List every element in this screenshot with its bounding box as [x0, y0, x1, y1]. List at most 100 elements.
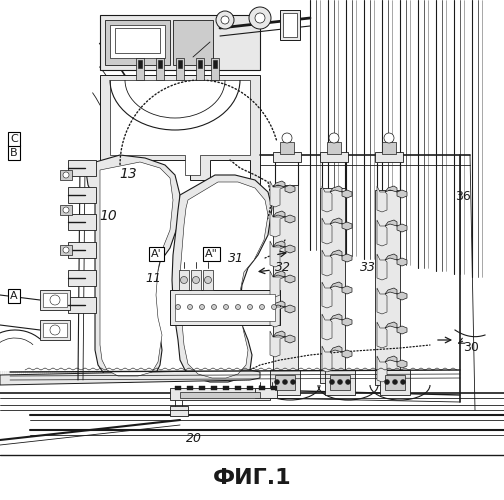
Text: 36: 36	[455, 190, 471, 202]
Bar	[270, 370, 300, 395]
Circle shape	[330, 380, 335, 384]
Polygon shape	[330, 282, 352, 294]
Circle shape	[212, 304, 217, 310]
Polygon shape	[330, 186, 352, 198]
Circle shape	[275, 380, 280, 384]
Circle shape	[385, 380, 390, 384]
Circle shape	[50, 325, 60, 335]
Bar	[330, 375, 350, 390]
Bar	[68, 270, 96, 286]
Polygon shape	[330, 218, 352, 230]
Bar	[170, 290, 280, 325]
Bar	[255, 388, 277, 398]
Bar	[136, 58, 144, 80]
Polygon shape	[322, 314, 332, 340]
Bar	[380, 370, 410, 395]
Text: A: A	[10, 291, 18, 301]
Text: 20: 20	[186, 432, 202, 446]
Circle shape	[63, 172, 69, 178]
Polygon shape	[377, 254, 387, 280]
Polygon shape	[377, 220, 387, 246]
Bar	[68, 187, 96, 203]
Bar	[43, 293, 67, 307]
Text: A": A"	[205, 249, 218, 259]
Bar	[60, 205, 72, 215]
Polygon shape	[322, 186, 332, 212]
Polygon shape	[322, 346, 332, 372]
Polygon shape	[270, 241, 285, 267]
Text: 31: 31	[228, 252, 244, 266]
Bar	[179, 270, 189, 290]
Polygon shape	[385, 288, 407, 300]
Text: 30: 30	[463, 341, 479, 354]
Circle shape	[193, 276, 200, 283]
Polygon shape	[377, 322, 387, 348]
Polygon shape	[273, 331, 295, 343]
Bar	[283, 13, 297, 37]
Polygon shape	[385, 220, 407, 232]
Bar	[173, 20, 213, 65]
Bar	[60, 170, 72, 180]
Polygon shape	[172, 175, 272, 382]
Bar	[320, 152, 348, 162]
Text: 13: 13	[119, 167, 138, 181]
Bar	[211, 58, 219, 80]
Polygon shape	[322, 218, 332, 244]
Polygon shape	[273, 241, 295, 253]
Bar	[275, 375, 295, 390]
Bar	[40, 320, 70, 340]
Bar	[191, 270, 201, 290]
Text: 10: 10	[99, 209, 117, 223]
Polygon shape	[273, 181, 295, 193]
Text: 11: 11	[146, 272, 162, 285]
Circle shape	[63, 247, 69, 253]
Bar	[156, 58, 164, 80]
Polygon shape	[270, 271, 285, 297]
Circle shape	[282, 133, 292, 143]
Circle shape	[205, 276, 212, 283]
Circle shape	[200, 304, 205, 310]
Polygon shape	[377, 356, 387, 382]
Polygon shape	[377, 288, 387, 314]
Circle shape	[187, 304, 193, 310]
Bar	[175, 386, 181, 390]
Bar	[115, 28, 160, 53]
Polygon shape	[100, 162, 173, 376]
Bar	[199, 386, 205, 390]
Polygon shape	[100, 75, 260, 200]
Circle shape	[401, 380, 406, 384]
Circle shape	[63, 207, 69, 213]
Bar	[170, 406, 188, 416]
Polygon shape	[330, 314, 352, 326]
Text: A': A'	[151, 249, 162, 259]
Text: C: C	[10, 134, 18, 144]
Polygon shape	[273, 211, 295, 223]
Circle shape	[235, 304, 240, 310]
Bar	[211, 386, 217, 390]
Polygon shape	[330, 250, 352, 262]
Circle shape	[338, 380, 343, 384]
Polygon shape	[273, 271, 295, 283]
Circle shape	[329, 133, 339, 143]
Polygon shape	[110, 80, 250, 175]
Bar	[68, 160, 96, 176]
Bar	[196, 58, 204, 80]
Circle shape	[216, 11, 234, 29]
Bar	[198, 60, 202, 68]
Polygon shape	[180, 182, 268, 378]
Bar	[180, 392, 260, 398]
Polygon shape	[270, 301, 285, 327]
Bar	[110, 25, 165, 58]
Bar	[273, 152, 301, 162]
Circle shape	[50, 295, 60, 305]
Text: B: B	[10, 148, 18, 158]
Bar	[68, 242, 96, 258]
Polygon shape	[385, 322, 407, 334]
Polygon shape	[322, 250, 332, 276]
Bar	[325, 370, 355, 395]
Circle shape	[247, 304, 253, 310]
Circle shape	[180, 276, 187, 283]
Polygon shape	[273, 301, 295, 313]
Bar	[68, 297, 96, 313]
Polygon shape	[377, 186, 387, 212]
